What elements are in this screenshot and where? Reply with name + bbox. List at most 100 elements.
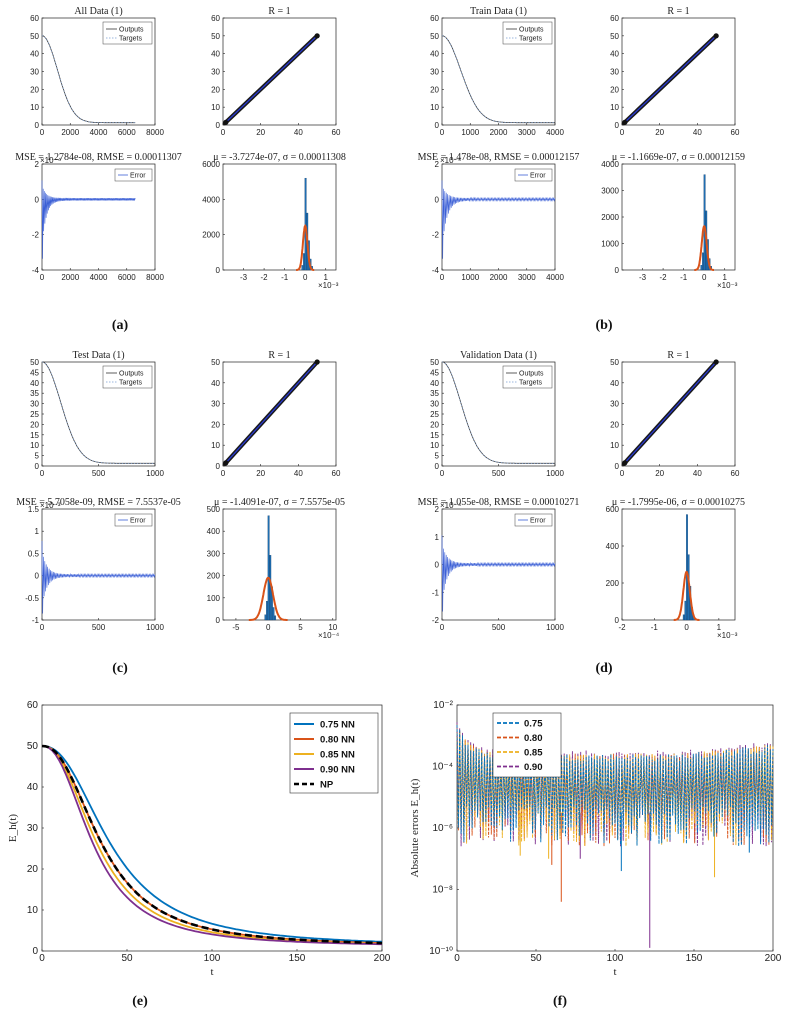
- legend-label: 0.90 NN: [320, 765, 355, 776]
- x-tick-label: 0: [40, 623, 45, 632]
- y-tick-label: 2: [435, 160, 440, 169]
- legend-box: [502, 21, 553, 45]
- panel-label: (f): [553, 994, 567, 1009]
- subplot-line: Train Data (1) 0 1000 2000 3000 4000 0 10 20 30 40…: [430, 6, 564, 137]
- x-tick-label: 100: [204, 953, 221, 964]
- subplot-bar: μ = -1.7995e-06, σ = 0.00010275-2 -1 0 1020…: [606, 497, 745, 640]
- y-tick-label: 40: [211, 379, 220, 388]
- legend-box: [114, 168, 153, 182]
- subplot-bar: μ = -1.1669e-07, σ = 0.00012159-3 -2 -1 0 10…: [601, 152, 745, 290]
- histogram-bar: [272, 607, 275, 621]
- y-tick-label: 0: [435, 121, 440, 130]
- x-tick-label: 1000: [546, 469, 564, 478]
- y-tick-label: 40: [430, 379, 439, 388]
- x-tick-label: 6000: [118, 128, 136, 137]
- legend-box: [514, 168, 553, 182]
- y-axis-label: E_h(t): [7, 814, 19, 842]
- y-tick-label: 0: [435, 462, 440, 471]
- x-tick-label: -5: [232, 623, 240, 632]
- x-tick-label: -3: [639, 273, 647, 282]
- y-tick-label: 35: [430, 389, 439, 398]
- legend-label: 0.85 NN: [320, 750, 355, 761]
- legend: Outputs Targets: [502, 365, 553, 389]
- y-tick-label: 20: [430, 85, 439, 94]
- x-tick-label: -1: [651, 623, 659, 632]
- y-tick-label: 0: [216, 462, 221, 471]
- y-tick-label: 0: [435, 561, 440, 570]
- y-tick-label: 25: [30, 410, 39, 419]
- y-tick-label: 45: [430, 368, 439, 377]
- x-tick-label: 50: [530, 953, 542, 964]
- y-tick-label: 0.5: [28, 549, 40, 558]
- x-tick-label: 0: [684, 623, 689, 632]
- legend: Error: [114, 513, 153, 527]
- x-tick-label: 60: [731, 469, 740, 478]
- histogram-bar: [267, 515, 270, 621]
- axes-frame: [441, 163, 556, 271]
- axis-exponent: ×10⁻³: [717, 281, 738, 290]
- axis-exponent: ×10⁻⁴: [440, 156, 462, 165]
- y-tick-label: 25: [430, 410, 439, 419]
- legend-label: 0.90: [524, 762, 543, 773]
- y-tick-label: 0: [435, 195, 440, 204]
- x-tick-label: 4000: [90, 273, 108, 282]
- y-tick-label: 100: [207, 594, 221, 603]
- x-tick-label: 5: [298, 623, 303, 632]
- x-tick-label: 500: [92, 623, 106, 632]
- legend-label: Outputs: [119, 371, 144, 378]
- x-tick-label: 6000: [118, 273, 136, 282]
- y-tick-label: 50: [211, 358, 220, 367]
- subplot-title: MSE = 5.7058e-09, RMSE = 7.5537e-05: [16, 497, 181, 508]
- y-tick-label: -4: [432, 266, 440, 275]
- scatter-point: [314, 359, 320, 365]
- legend-label: Error: [530, 173, 546, 180]
- y-tick-label: 10⁻⁸: [432, 885, 453, 896]
- x-tick-label: 200: [374, 953, 391, 964]
- x-tick-label: 10: [328, 623, 337, 632]
- x-tick-label: 60: [731, 128, 740, 137]
- x-tick-label: 0: [40, 469, 45, 478]
- x-tick-label: 0: [303, 273, 308, 282]
- x-tick-label: 1: [324, 273, 329, 282]
- y-tick-label: 600: [606, 505, 620, 514]
- y-tick-label: 10: [610, 441, 619, 450]
- y-tick-label: 20: [211, 420, 220, 429]
- axis-exponent: ×10⁻⁴: [40, 156, 62, 165]
- y-tick-label: 0: [615, 462, 620, 471]
- y-tick-label: 3000: [601, 187, 619, 196]
- x-tick-label: 0: [440, 469, 445, 478]
- histogram-bar: [702, 252, 704, 271]
- y-tick-label: 1000: [601, 240, 619, 249]
- x-tick-label: 40: [294, 469, 303, 478]
- y-tick-label: 60: [430, 14, 439, 23]
- targets-line: [441, 35, 555, 123]
- gaussian-fit: [694, 225, 714, 271]
- x-tick-label: 0: [620, 128, 625, 137]
- histogram-bar: [684, 600, 687, 621]
- y-tick-label: 400: [207, 527, 221, 536]
- subplot-scatter: R = 1 0 20 40 60 0 10 20 30 40 50 60: [610, 6, 740, 137]
- x-tick-label: 200: [765, 953, 782, 964]
- x-tick-label: 150: [289, 953, 306, 964]
- legend: Outputs Targets: [102, 365, 153, 389]
- subplot-bar: μ = -1.4091e-07, σ = 7.5575e-05-5 0 5 10010…: [207, 497, 345, 640]
- axes-frame: [222, 163, 337, 271]
- x-tick-label: 3000: [518, 273, 536, 282]
- y-tick-label: 400: [606, 542, 620, 551]
- error-line: [41, 540, 156, 614]
- series-line: [41, 745, 382, 946]
- y-tick-label: 1: [435, 533, 440, 542]
- histogram-bar: [301, 265, 304, 271]
- subplot-line: MSE = 1.2784e-08, RMSE = 0.00011307 0 2000…: [15, 152, 181, 282]
- legend-label: Outputs: [519, 27, 544, 34]
- panel-label: (c): [112, 661, 128, 676]
- legend-label: Error: [130, 173, 146, 180]
- series-line: [41, 744, 383, 945]
- y-tick-label: 40: [430, 50, 439, 59]
- x-tick-label: 1: [723, 273, 728, 282]
- x-tick-label: 2000: [490, 128, 508, 137]
- subplot-title: Test Data (1): [72, 350, 124, 361]
